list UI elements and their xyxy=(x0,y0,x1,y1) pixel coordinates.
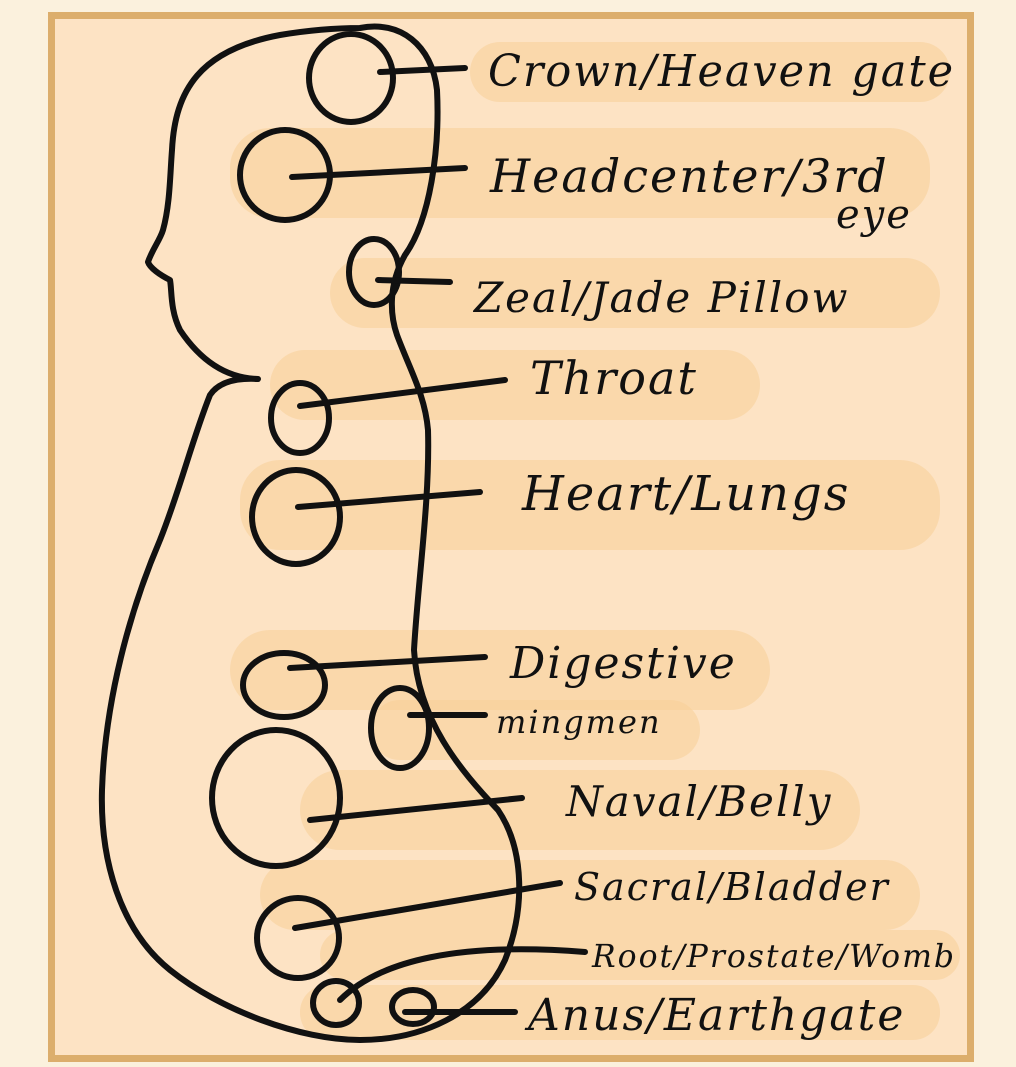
circle-zeal xyxy=(346,236,402,308)
energy-circles xyxy=(209,31,437,1028)
circle-heart xyxy=(249,467,343,567)
glow-throat xyxy=(270,350,760,420)
line-sacral xyxy=(292,880,563,931)
glow-zeal xyxy=(330,258,940,328)
glow-heart xyxy=(240,460,940,550)
line-heart xyxy=(295,489,483,510)
glow-sacral xyxy=(260,860,920,930)
line-crown xyxy=(377,65,468,75)
label-heart: Heart/Lungs xyxy=(521,466,850,522)
glow-digestive xyxy=(230,630,770,710)
circle-naval xyxy=(209,727,343,869)
labels: Crown/Heaven gate Headcenter/3rd eye Zea… xyxy=(472,46,956,1041)
line-root xyxy=(337,946,588,1003)
circle-digestive xyxy=(240,650,328,720)
line-zeal xyxy=(375,277,453,285)
line-naval xyxy=(307,795,525,823)
label-throat: Throat xyxy=(530,351,698,405)
glow-naval xyxy=(300,770,860,850)
circle-root xyxy=(310,978,362,1028)
circle-mingmen xyxy=(368,685,432,771)
label-root: Root/Prostate/Womb xyxy=(591,937,956,975)
line-head-center xyxy=(289,165,468,180)
circle-anus xyxy=(389,987,437,1027)
line-throat xyxy=(297,377,508,409)
circle-crown xyxy=(306,31,396,125)
label-sacral: Sacral/Bladder xyxy=(574,865,891,909)
body-outline xyxy=(98,23,523,1043)
label-mingmen: mingmen xyxy=(496,703,662,741)
label-naval: Naval/Belly xyxy=(565,777,832,826)
glow-anus xyxy=(300,985,940,1040)
circle-throat xyxy=(268,380,332,456)
glow-root xyxy=(320,930,960,980)
label-crown: Crown/Heaven gate xyxy=(488,46,955,97)
line-digestive xyxy=(287,654,488,671)
label-zeal: Zeal/Jade Pillow xyxy=(472,273,849,322)
label-head-center: Headcenter/3rd xyxy=(489,149,889,203)
glow-bands xyxy=(230,42,960,1040)
label-digestive: Digestive xyxy=(509,638,737,689)
label-head-center-cont: eye xyxy=(836,192,912,238)
label-anus: Anus/Earthgate xyxy=(524,990,905,1041)
leader-lines xyxy=(287,65,588,1015)
circle-sacral xyxy=(254,895,342,981)
glow-head-center xyxy=(230,128,930,218)
glow-crown xyxy=(470,42,950,102)
